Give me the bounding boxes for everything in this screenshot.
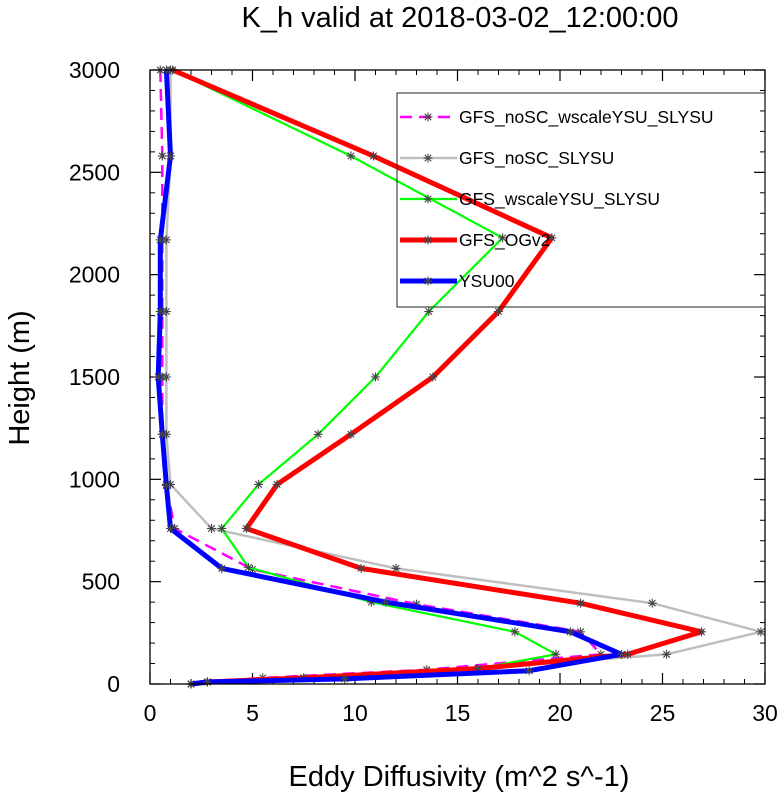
data-point bbox=[498, 233, 508, 243]
x-tick-label: 20 bbox=[547, 700, 573, 726]
data-point bbox=[254, 479, 264, 489]
x-tick-label: 0 bbox=[144, 700, 157, 726]
data-point bbox=[207, 523, 216, 533]
x-axis-title: Eddy Diffusivity (m^2 s^-1) bbox=[289, 761, 630, 793]
x-tick-label: 15 bbox=[445, 700, 471, 726]
data-point bbox=[371, 372, 380, 382]
y-axis-title: Height (m) bbox=[4, 310, 36, 445]
data-point bbox=[346, 429, 356, 439]
data-point bbox=[157, 429, 167, 439]
data-point bbox=[391, 563, 401, 573]
data-point bbox=[623, 649, 633, 659]
data-point bbox=[494, 307, 503, 317]
data-point bbox=[155, 235, 165, 245]
legend-marker bbox=[423, 276, 433, 286]
legend-item: GFS_noSC_SLYSU bbox=[400, 148, 614, 169]
data-point bbox=[576, 598, 585, 608]
data-point bbox=[381, 597, 391, 607]
data-point bbox=[166, 151, 175, 161]
legend-label: GFS_noSC_wscaleYSU_SLYSU bbox=[459, 107, 714, 128]
data-point bbox=[356, 563, 366, 573]
data-point bbox=[428, 372, 438, 382]
data-point bbox=[241, 523, 251, 533]
y-tick-label: 2500 bbox=[69, 159, 120, 185]
legend-box bbox=[396, 92, 766, 308]
data-point bbox=[510, 627, 520, 637]
data-point bbox=[424, 307, 434, 317]
plot-frame bbox=[149, 69, 766, 685]
series-layer bbox=[153, 65, 766, 689]
y-tick-label: 2000 bbox=[69, 262, 120, 288]
x-tick-label: 5 bbox=[246, 700, 259, 726]
data-point bbox=[153, 372, 163, 382]
legend-item: YSU00 bbox=[400, 271, 515, 291]
data-point bbox=[217, 523, 227, 533]
legend-label: GFS_wscaleYSU_SLYSU bbox=[459, 189, 660, 210]
y-tick-label: 1500 bbox=[69, 364, 120, 390]
data-point bbox=[756, 627, 766, 637]
y-tick-label: 500 bbox=[82, 569, 120, 595]
x-tick-label: 10 bbox=[342, 700, 368, 726]
data-point bbox=[202, 677, 212, 687]
data-point bbox=[647, 598, 657, 608]
data-point bbox=[524, 666, 534, 676]
legend-label: YSU00 bbox=[459, 271, 515, 291]
data-point bbox=[161, 480, 171, 490]
data-point bbox=[243, 562, 253, 572]
legend-item: GFS_wscaleYSU_SLYSU bbox=[400, 189, 660, 210]
legend-marker bbox=[423, 153, 433, 163]
legend: GFS_noSC_wscaleYSU_SLYSU GFS_noSC_SLYSU GF… bbox=[396, 92, 766, 308]
data-point bbox=[662, 649, 672, 659]
x-tick-label: 25 bbox=[650, 700, 676, 726]
series-line bbox=[171, 67, 704, 687]
y-tick-label: 3000 bbox=[69, 57, 120, 83]
series-line bbox=[155, 69, 624, 687]
data-point bbox=[157, 151, 167, 161]
y-tick-label: 1000 bbox=[69, 466, 120, 492]
data-point bbox=[155, 307, 165, 317]
data-point bbox=[696, 627, 706, 637]
data-point bbox=[346, 151, 356, 161]
legend-marker bbox=[423, 235, 433, 245]
data-point bbox=[368, 151, 378, 161]
data-point bbox=[551, 649, 561, 659]
data-point bbox=[565, 627, 575, 637]
x-tick-label: 30 bbox=[752, 700, 778, 726]
y-tick-label: 0 bbox=[107, 671, 120, 697]
data-point bbox=[166, 523, 175, 533]
data-point bbox=[547, 233, 557, 243]
data-point bbox=[272, 479, 282, 489]
legend-marker bbox=[423, 112, 433, 122]
legend-marker bbox=[423, 194, 433, 204]
axis-ticks: 0 5 10 15 20 25 30 0 500 1000 1500 2000 2500 3000 bbox=[69, 57, 778, 726]
legend-label: GFS_noSC_SLYSU bbox=[459, 148, 614, 169]
legend-label: GFS_OGv2 bbox=[459, 230, 550, 251]
data-point bbox=[313, 429, 323, 439]
legend-item: GFS_OGv2 bbox=[400, 230, 550, 251]
chart-title: K_h valid at 2018-03-02_12:00:00 bbox=[242, 2, 679, 34]
legend-item: GFS_noSC_wscaleYSU_SLYSU bbox=[400, 107, 714, 128]
data-point bbox=[217, 563, 227, 573]
data-point bbox=[340, 674, 350, 684]
data-point bbox=[617, 649, 626, 659]
